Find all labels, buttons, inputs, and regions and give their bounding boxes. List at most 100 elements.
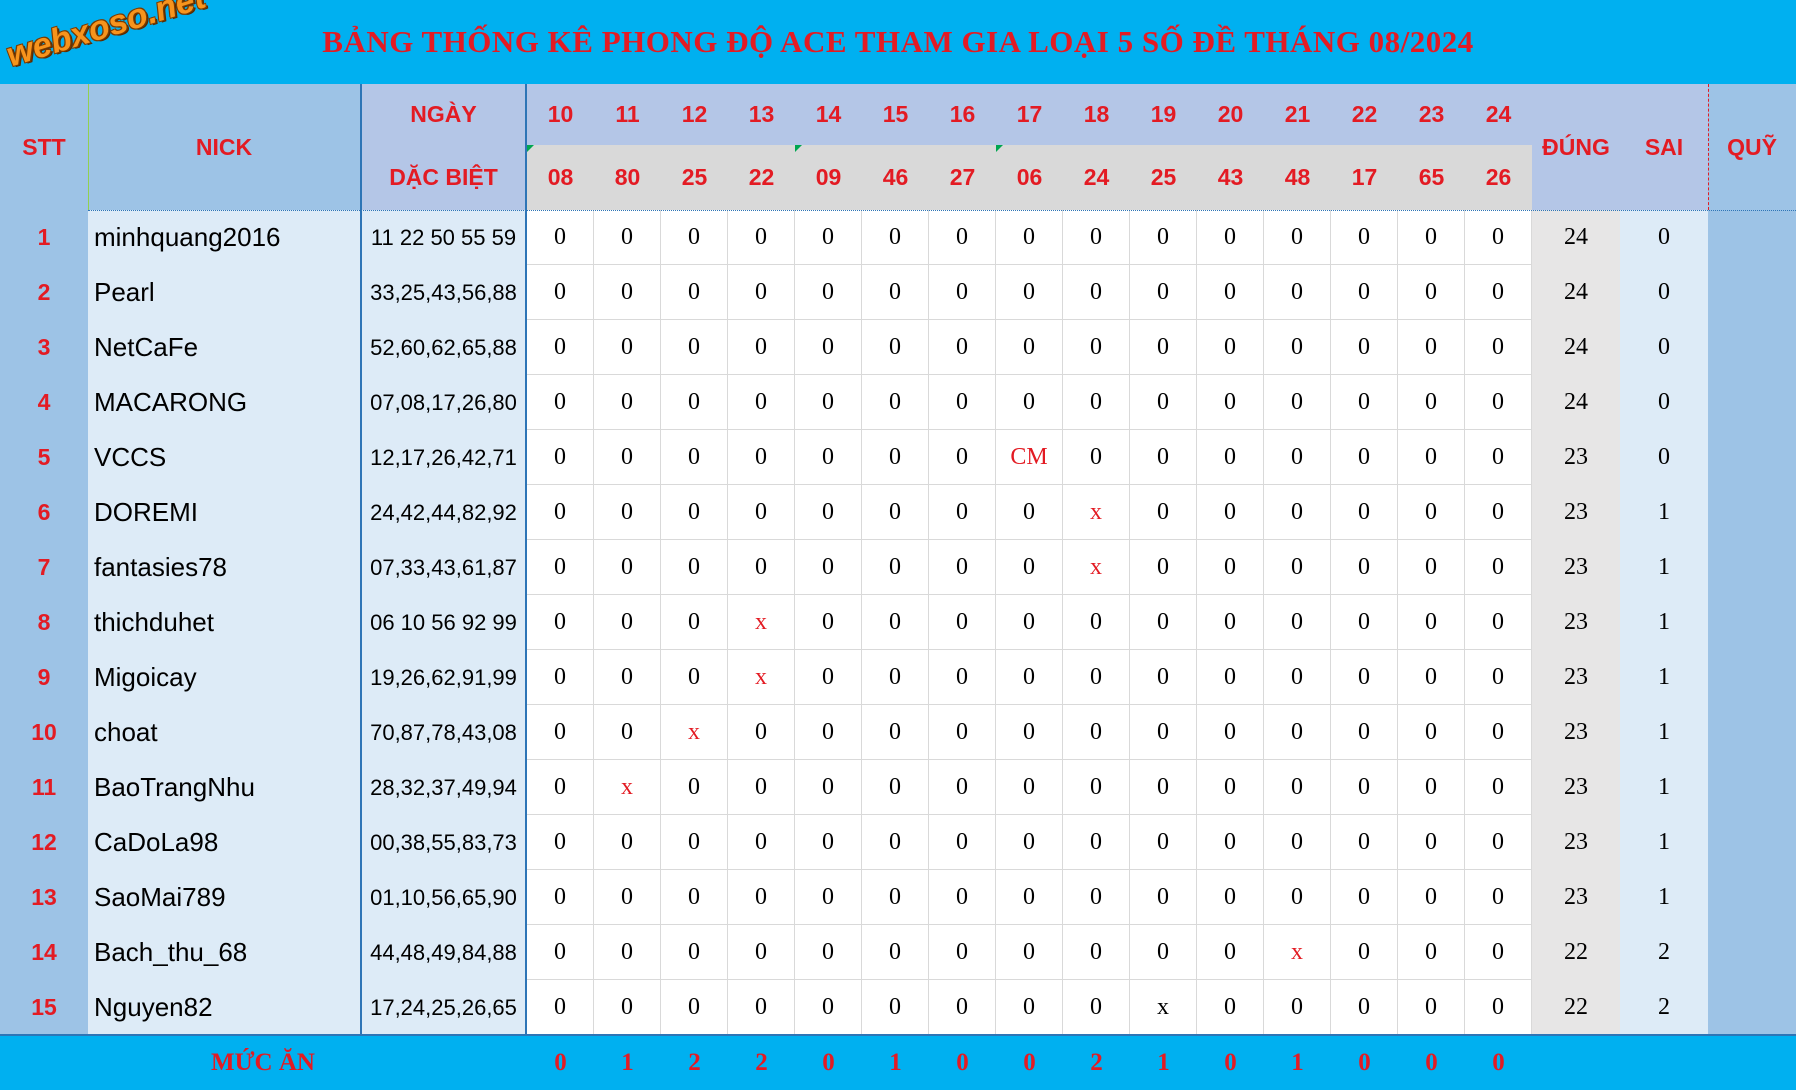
result-mark: 0: [1197, 485, 1264, 540]
row-quy: [1708, 320, 1796, 375]
result-mark: 0: [1264, 320, 1331, 375]
result-mark: 0: [1264, 265, 1331, 320]
result-mark: 0: [728, 760, 795, 815]
row-stt: 2: [0, 265, 88, 320]
result-mark: 0: [728, 485, 795, 540]
row-quy: [1708, 430, 1796, 485]
result-mark: 0: [1130, 210, 1197, 265]
result-mark: 0: [996, 595, 1063, 650]
result-mark: 0: [1063, 595, 1130, 650]
result-mark: 0: [795, 980, 862, 1035]
row-nick: SaoMai789: [88, 870, 360, 925]
result-mark: 0: [996, 705, 1063, 760]
result-mark: 0: [996, 485, 1063, 540]
row-dung: 23: [1532, 595, 1620, 650]
row-nick: MACARONG: [88, 375, 360, 430]
row-numbers: 07,08,17,26,80: [360, 375, 527, 430]
row-dung: 23: [1532, 815, 1620, 870]
result-mark: 0: [1197, 265, 1264, 320]
result-mark: 0: [1465, 485, 1532, 540]
result-mark: 0: [1063, 925, 1130, 980]
result-mark: 0: [1130, 760, 1197, 815]
result-mark: 0: [527, 265, 594, 320]
row-nick: DOREMI: [88, 485, 360, 540]
result-header: 65: [1418, 164, 1445, 190]
row-numbers: 07,33,43,61,87: [360, 540, 527, 595]
header-dung-bg: [1532, 84, 1620, 210]
result-mark: 0: [1331, 485, 1398, 540]
row-quy: [1708, 980, 1796, 1035]
footer-value: 2: [688, 1049, 701, 1076]
result-mark: 0: [1331, 760, 1398, 815]
row-nick: Migoicay: [88, 650, 360, 705]
row-numbers: 06 10 56 92 99: [360, 595, 527, 650]
row-quy: [1708, 925, 1796, 980]
result-mark: 0: [1063, 980, 1130, 1035]
row-sai: 0: [1620, 210, 1708, 265]
result-mark: 0: [594, 595, 661, 650]
footer-value: 0: [956, 1049, 969, 1076]
result-mark: 0: [661, 760, 728, 815]
result-mark: 0: [795, 595, 862, 650]
result-mark: 0: [1197, 980, 1264, 1035]
result-mark: 0: [661, 320, 728, 375]
result-mark: 0: [1130, 320, 1197, 375]
result-mark: 0: [1398, 650, 1465, 705]
row-stt: 3: [0, 320, 88, 375]
row-dung: 23: [1532, 485, 1620, 540]
result-mark: 0: [1130, 705, 1197, 760]
result-mark: 0: [527, 925, 594, 980]
result-mark: 0: [1465, 210, 1532, 265]
row-sai: 0: [1620, 430, 1708, 485]
row-nick: BaoTrangNhu: [88, 760, 360, 815]
result-mark: 0: [1398, 925, 1465, 980]
result-mark: 0: [661, 925, 728, 980]
row-sai: 1: [1620, 595, 1708, 650]
row-quy: [1708, 760, 1796, 815]
day-header: 16: [949, 101, 976, 127]
result-mark: 0: [996, 980, 1063, 1035]
row-sai: 1: [1620, 870, 1708, 925]
result-mark: 0: [1398, 815, 1465, 870]
result-mark: 0: [594, 485, 661, 540]
row-dung: 24: [1532, 320, 1620, 375]
row-dung: 24: [1532, 210, 1620, 265]
day-header: 12: [681, 101, 708, 127]
header-divider: [88, 210, 1796, 211]
footer-value: 1: [1157, 1049, 1170, 1076]
result-mark: 0: [996, 925, 1063, 980]
row-quy: [1708, 210, 1796, 265]
result-mark: 0: [1130, 430, 1197, 485]
result-mark: 0: [1197, 650, 1264, 705]
result-mark: 0: [862, 815, 929, 870]
result-mark: 0: [1264, 375, 1331, 430]
footer-value: 0: [554, 1049, 567, 1076]
result-mark: 0: [1063, 870, 1130, 925]
result-header: 24: [1083, 164, 1110, 190]
result-header: 25: [1150, 164, 1177, 190]
header-days-bg: [527, 84, 1532, 145]
result-mark: x: [661, 705, 728, 760]
row-sai: 1: [1620, 705, 1708, 760]
result-mark: 0: [862, 265, 929, 320]
row-quy: [1708, 705, 1796, 760]
result-mark: 0: [1331, 375, 1398, 430]
row-numbers: 00,38,55,83,73: [360, 815, 527, 870]
result-mark: 0: [996, 210, 1063, 265]
result-mark: 0: [661, 485, 728, 540]
result-mark: 0: [1465, 595, 1532, 650]
row-stt: 7: [0, 540, 88, 595]
result-mark: 0: [527, 210, 594, 265]
result-mark: 0: [795, 870, 862, 925]
result-mark: 0: [527, 760, 594, 815]
result-mark: 0: [594, 650, 661, 705]
day-header: 20: [1217, 101, 1244, 127]
result-mark: 0: [1197, 925, 1264, 980]
day-header: 15: [882, 101, 909, 127]
footer-value: 0: [1425, 1049, 1438, 1076]
result-mark: 0: [1197, 375, 1264, 430]
row-numbers: 70,87,78,43,08: [360, 705, 527, 760]
title-bar: BẢNG THỐNG KÊ PHONG ĐỘ ACE THAM GIA LOẠI…: [0, 0, 1796, 84]
row-sai: 1: [1620, 760, 1708, 815]
result-mark: 0: [1264, 705, 1331, 760]
